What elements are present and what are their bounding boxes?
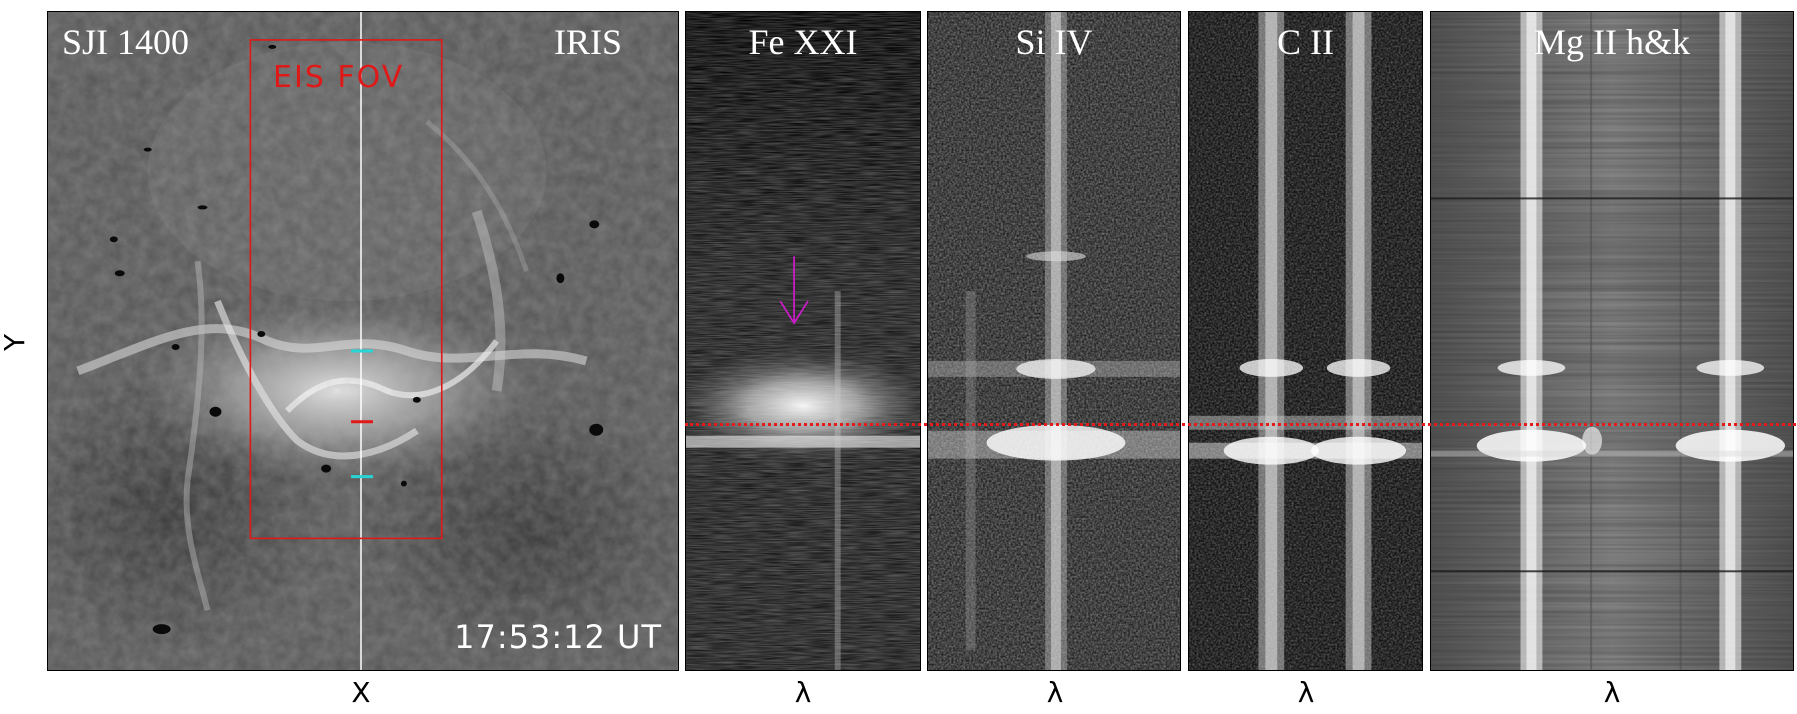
reference-dotted-line (685, 423, 1796, 426)
fe-xxi-lambda-label: λ (794, 676, 812, 709)
timestamp: 17:53:12 UT (454, 618, 662, 656)
si-iv-panel: Si IV (927, 11, 1181, 671)
c-ii-lambda-label: λ (1297, 676, 1315, 709)
eis-fov-box (249, 39, 443, 540)
fe-xxi-panel: Fe XXI (685, 11, 921, 671)
mg-ii-spectrum (1431, 12, 1793, 670)
x-axis-label: X (351, 676, 371, 709)
fe-xxi-title: Fe XXI (748, 22, 858, 62)
si-iv-title: Si IV (1015, 22, 1093, 62)
mg-ii-panel: Mg II h&k (1430, 11, 1794, 671)
c-ii-panel: C II (1188, 11, 1423, 671)
eis-fov-label: EIS FOV (273, 60, 405, 95)
iris-title: IRIS (553, 22, 622, 62)
sji-1400-panel: SJI 1400 IRIS EIS FOV 17:53:12 UT (47, 11, 679, 671)
si-iv-spectrum (928, 12, 1180, 670)
si-iv-lambda-label: λ (1046, 676, 1064, 709)
fe-xxi-spectrum (686, 12, 920, 670)
mg-ii-title: Mg II h&k (1534, 22, 1690, 62)
c-ii-spectrum (1189, 12, 1422, 670)
mg-ii-lambda-label: λ (1603, 676, 1621, 709)
c-ii-title: C II (1277, 22, 1334, 62)
y-axis-label: Y (0, 333, 32, 352)
sji-title: SJI 1400 (62, 22, 190, 62)
sji-image (48, 12, 678, 670)
